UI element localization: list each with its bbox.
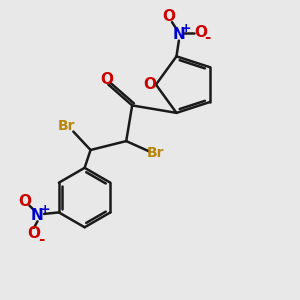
Text: Br: Br [58,119,76,133]
Text: O: O [100,72,113,87]
Text: -: - [38,232,44,247]
Text: Br: Br [147,146,165,160]
Text: +: + [181,22,192,35]
Text: +: + [40,203,50,216]
Text: O: O [194,25,207,40]
Text: O: O [162,9,175,24]
Text: O: O [19,194,32,208]
Text: -: - [204,30,210,45]
Text: O: O [27,226,40,241]
Text: N: N [31,208,44,223]
Text: O: O [143,77,156,92]
Text: N: N [172,27,185,42]
